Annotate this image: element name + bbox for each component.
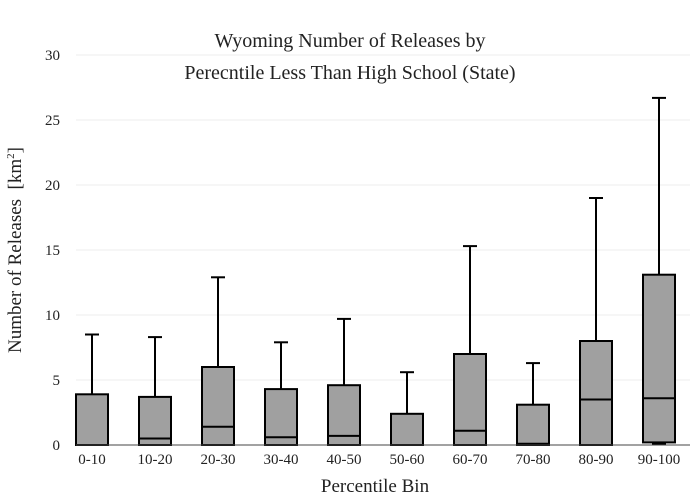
interquartile-box	[579, 340, 613, 446]
box-10-20	[138, 336, 172, 446]
x-axis-ticks: 0-10 10-20 20-30 30-40 40-50 50-60 60-70 70-80 8…	[78, 452, 680, 468]
x-tick-label: 10-20	[138, 452, 173, 468]
y-axis-ticks: 0 5 10 15 20 25 30	[45, 48, 60, 454]
interquartile-box	[201, 366, 235, 446]
y-tick-label: 25	[45, 113, 60, 129]
y-tick-label: 15	[45, 243, 60, 259]
chart-title-line-1: Wyoming Number of Releases by	[214, 30, 486, 52]
x-tick-label: 20-30	[201, 452, 236, 468]
interquartile-box	[390, 412, 424, 446]
interquartile-box	[516, 403, 550, 447]
y-axis-unit-close: ]	[5, 147, 27, 154]
y-axis-label-text: Number of Releases	[5, 198, 27, 353]
y-axis-unit-exponent: 2	[4, 153, 17, 159]
box-50-60	[390, 371, 424, 446]
y-tick-label: 0	[53, 438, 61, 454]
y-axis-label: Number of Releases [km2]	[5, 147, 27, 353]
interquartile-box	[642, 273, 676, 444]
box-20-30	[201, 276, 235, 446]
x-tick-label: 40-50	[327, 452, 362, 468]
interquartile-box	[264, 388, 298, 447]
box-70-80	[516, 362, 550, 447]
x-tick-label: 0-10	[78, 452, 106, 468]
y-tick-label: 20	[45, 178, 60, 194]
box-60-70	[453, 245, 487, 446]
box-90-100	[642, 96, 676, 445]
box-30-40	[264, 341, 298, 447]
box-40-50	[327, 317, 361, 447]
x-tick-label: 60-70	[453, 452, 488, 468]
interquartile-box	[75, 393, 109, 446]
x-tick-label: 80-90	[579, 452, 614, 468]
box-80-90	[579, 197, 613, 446]
interquartile-box	[138, 395, 172, 446]
y-axis-unit: [km	[5, 158, 27, 190]
y-tick-label: 10	[45, 308, 60, 324]
chart-title-line-2: Perecntile Less Than High School (State)	[184, 62, 516, 84]
grid-lines	[76, 54, 690, 381]
x-axis-label: Percentile Bin	[320, 476, 430, 497]
y-tick-label: 5	[53, 373, 61, 389]
y-tick-label: 30	[45, 48, 60, 64]
boxes	[75, 96, 676, 447]
x-tick-label: 70-80	[516, 452, 551, 468]
box-0-10	[75, 333, 109, 446]
x-tick-label: 90-100	[638, 452, 681, 468]
x-tick-label: 30-40	[264, 452, 299, 468]
x-tick-label: 50-60	[390, 452, 425, 468]
